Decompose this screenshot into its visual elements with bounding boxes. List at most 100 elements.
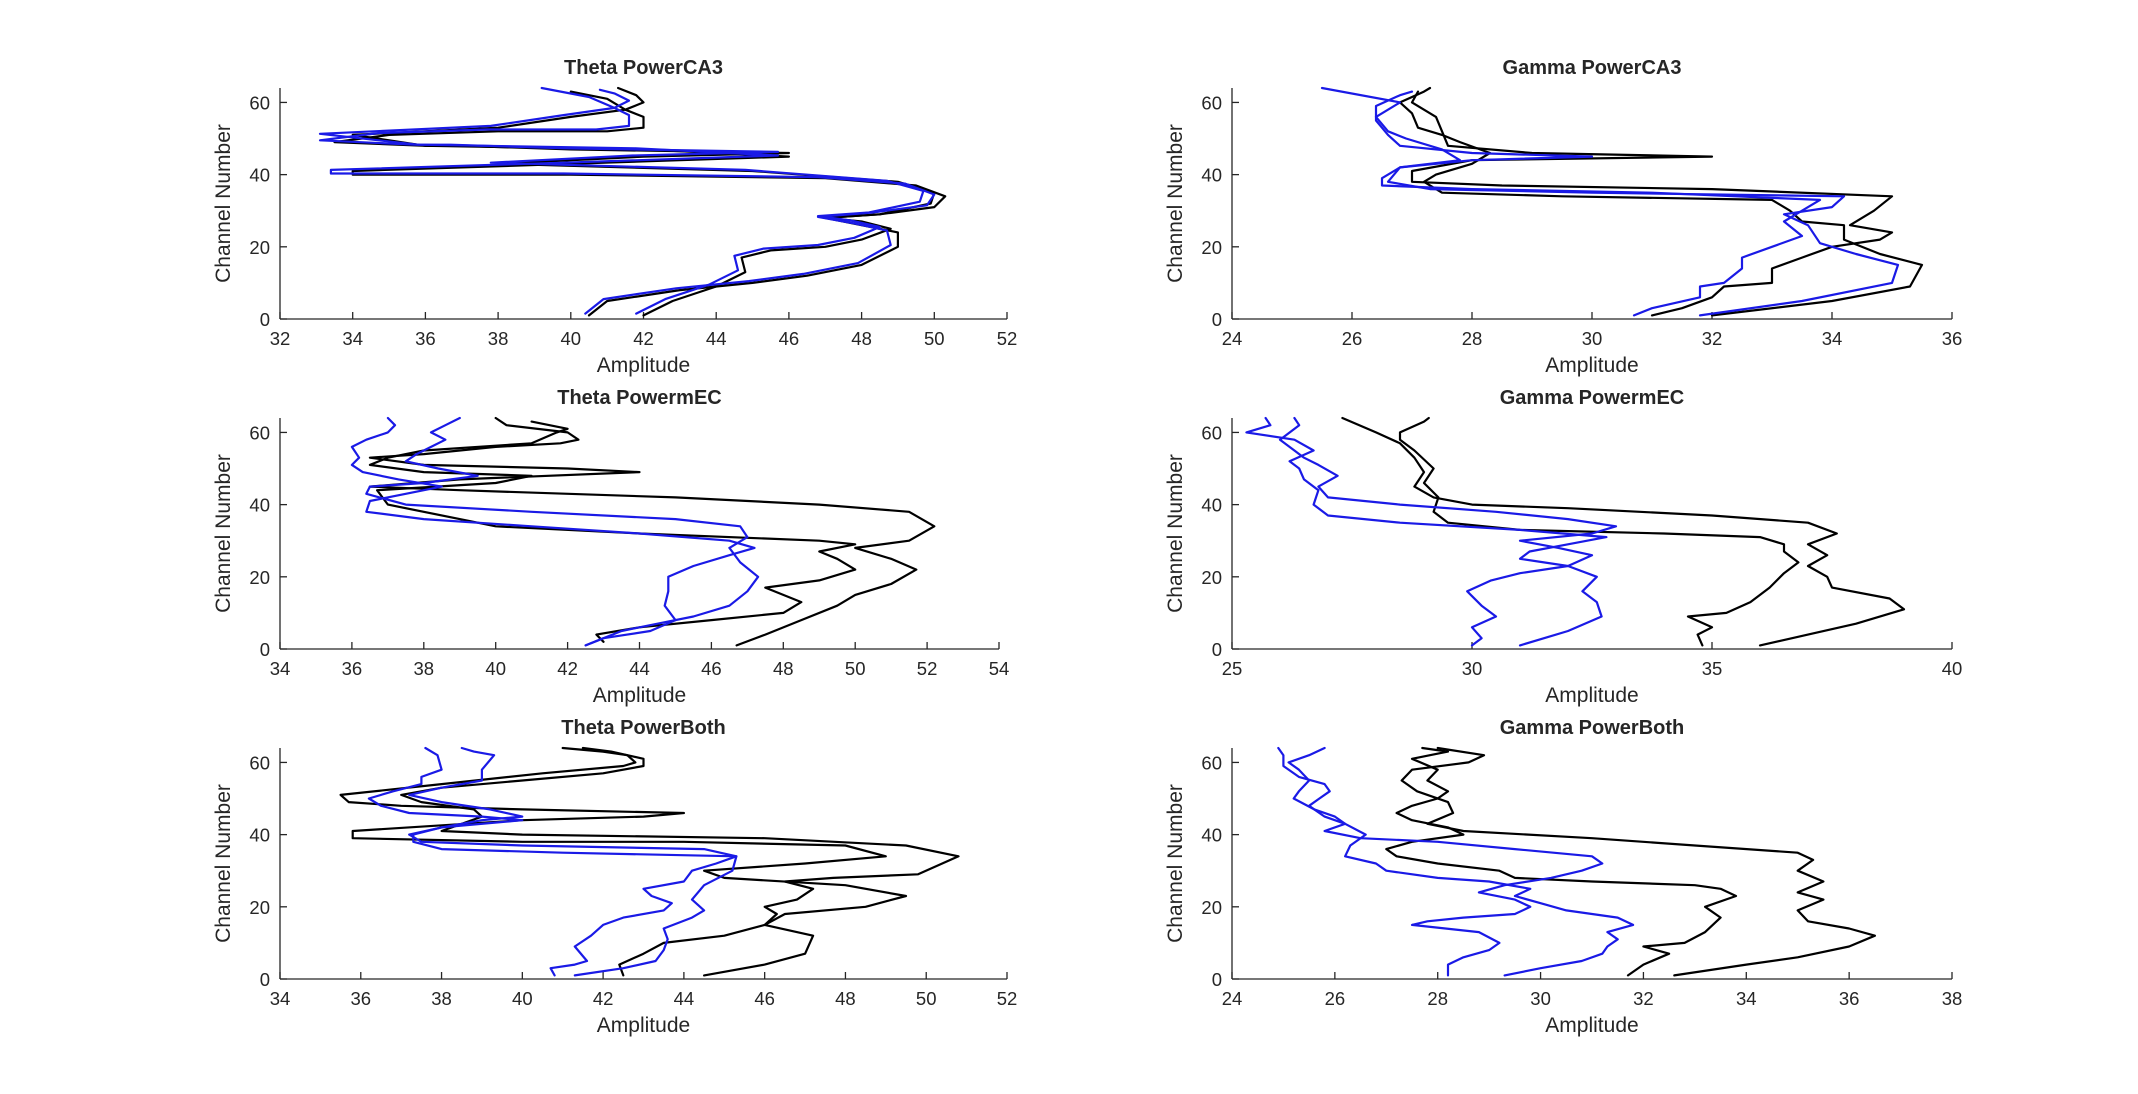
series-line <box>1374 90 1822 317</box>
x-tick-label: 44 <box>706 328 727 349</box>
subplot-grid: 32 34 36 38 40 42 44 46 48 50 52 0 20 40 60 Theta Power… <box>212 57 1962 1037</box>
series-line <box>1385 746 1738 977</box>
series-line <box>1278 416 1618 647</box>
series-line <box>1287 746 1604 977</box>
y-tick-label: 0 <box>260 309 270 330</box>
y-tick-label: 60 <box>1201 92 1222 113</box>
y-tick-label: 40 <box>1201 165 1222 186</box>
series-line <box>1398 416 1800 647</box>
series-line <box>350 416 756 647</box>
series-line <box>400 746 960 977</box>
subplot: 24 26 28 30 32 34 36 38 0 20 40 60 Gamma PowerBoth Am… <box>1164 717 1962 1037</box>
x-axis-label: Amplitude <box>1545 354 1638 377</box>
subplot-title: Gamma PowerCA3 <box>1503 57 1682 79</box>
x-tick-label: 38 <box>414 658 435 679</box>
x-tick-label: 36 <box>1942 328 1963 349</box>
series-line <box>318 88 936 315</box>
subplot: 24 26 28 30 32 34 36 0 20 40 60 Gamma PowerCA3 Ampli… <box>1164 57 1962 377</box>
y-tick-label: 20 <box>249 567 270 588</box>
x-tick-label: 52 <box>997 988 1018 1009</box>
x-axis-label: Amplitude <box>1545 684 1638 707</box>
y-tick-label: 60 <box>249 422 270 443</box>
x-tick-label: 40 <box>485 658 506 679</box>
x-tick-label: 42 <box>593 988 614 1009</box>
y-tick-label: 20 <box>1201 897 1222 918</box>
x-tick-label: 44 <box>629 658 650 679</box>
series-line <box>318 86 925 315</box>
y-tick-label: 0 <box>1212 309 1222 330</box>
x-axis-label: Amplitude <box>597 354 690 377</box>
y-axis-label: Channel Number <box>212 784 235 943</box>
series-line <box>1277 746 1635 977</box>
x-tick-label: 26 <box>1325 988 1346 1009</box>
y-tick-label: 20 <box>249 237 270 258</box>
series-line <box>1320 86 1900 317</box>
y-tick-label: 40 <box>249 165 270 186</box>
y-tick-label: 0 <box>260 639 270 660</box>
y-tick-label: 60 <box>249 92 270 113</box>
subplot-title: Theta PowerCA3 <box>564 57 723 79</box>
x-tick-label: 48 <box>835 988 856 1009</box>
y-axis-label: Channel Number <box>1164 124 1187 283</box>
x-tick-label: 30 <box>1582 328 1603 349</box>
x-tick-label: 38 <box>431 988 452 1009</box>
x-tick-label: 54 <box>989 658 1010 679</box>
x-tick-label: 30 <box>1462 658 1483 679</box>
y-tick-label: 20 <box>249 897 270 918</box>
series-line <box>367 746 738 977</box>
y-tick-label: 20 <box>1201 237 1222 258</box>
y-axis-label: Channel Number <box>212 124 235 283</box>
x-tick-label: 40 <box>512 988 533 1009</box>
series-line <box>339 746 908 977</box>
x-tick-label: 30 <box>1530 988 1551 1009</box>
y-tick-label: 0 <box>260 969 270 990</box>
y-tick-label: 0 <box>1212 969 1222 990</box>
series-line <box>408 746 738 977</box>
x-tick-label: 46 <box>779 328 800 349</box>
subplot-title: Theta PowermEC <box>557 387 721 409</box>
x-tick-label: 46 <box>701 658 722 679</box>
series-line <box>1245 416 1608 647</box>
y-axis-label: Channel Number <box>212 454 235 613</box>
x-tick-label: 34 <box>1822 328 1843 349</box>
x-tick-label: 24 <box>1222 988 1243 1009</box>
x-tick-label: 35 <box>1702 658 1723 679</box>
x-tick-label: 28 <box>1427 988 1448 1009</box>
y-tick-label: 60 <box>1201 422 1222 443</box>
y-axis-label: Channel Number <box>1164 454 1187 613</box>
x-tick-label: 32 <box>270 328 291 349</box>
x-axis-label: Amplitude <box>597 1014 690 1037</box>
x-tick-label: 40 <box>1942 658 1963 679</box>
y-tick-label: 40 <box>249 825 270 846</box>
y-axis-label: Channel Number <box>1164 784 1187 943</box>
x-tick-label: 40 <box>561 328 582 349</box>
x-tick-label: 26 <box>1342 328 1363 349</box>
series-line <box>365 416 760 647</box>
x-tick-label: 46 <box>754 988 775 1009</box>
x-tick-label: 48 <box>851 328 872 349</box>
subplot: 25 30 35 40 0 20 40 60 Gamma PowermEC Amplitude Ch… <box>1164 387 1962 707</box>
x-tick-label: 36 <box>350 988 371 1009</box>
y-tick-label: 20 <box>1201 567 1222 588</box>
subplot: 34 36 38 40 42 44 46 48 50 52 54 0 20 40 60 Theta Power… <box>212 387 1009 707</box>
x-tick-label: 36 <box>415 328 436 349</box>
y-tick-label: 40 <box>1201 495 1222 516</box>
y-tick-label: 40 <box>249 495 270 516</box>
series-line <box>368 420 857 643</box>
series-line <box>1400 746 1876 977</box>
x-axis-label: Amplitude <box>1545 1014 1638 1037</box>
x-tick-label: 32 <box>1702 328 1723 349</box>
x-tick-label: 50 <box>924 328 945 349</box>
y-tick-label: 60 <box>249 752 270 773</box>
series-line <box>368 416 936 647</box>
x-tick-label: 42 <box>557 658 578 679</box>
subplot-title: Gamma PowermEC <box>1500 387 1685 409</box>
y-tick-label: 60 <box>1201 752 1222 773</box>
x-tick-label: 50 <box>916 988 937 1009</box>
subplot: 32 34 36 38 40 42 44 46 48 50 52 0 20 40 60 Theta Power… <box>212 57 1017 377</box>
x-tick-label: 44 <box>674 988 695 1009</box>
subplot-title: Theta PowerBoth <box>561 717 725 739</box>
series-line <box>1410 90 1894 317</box>
